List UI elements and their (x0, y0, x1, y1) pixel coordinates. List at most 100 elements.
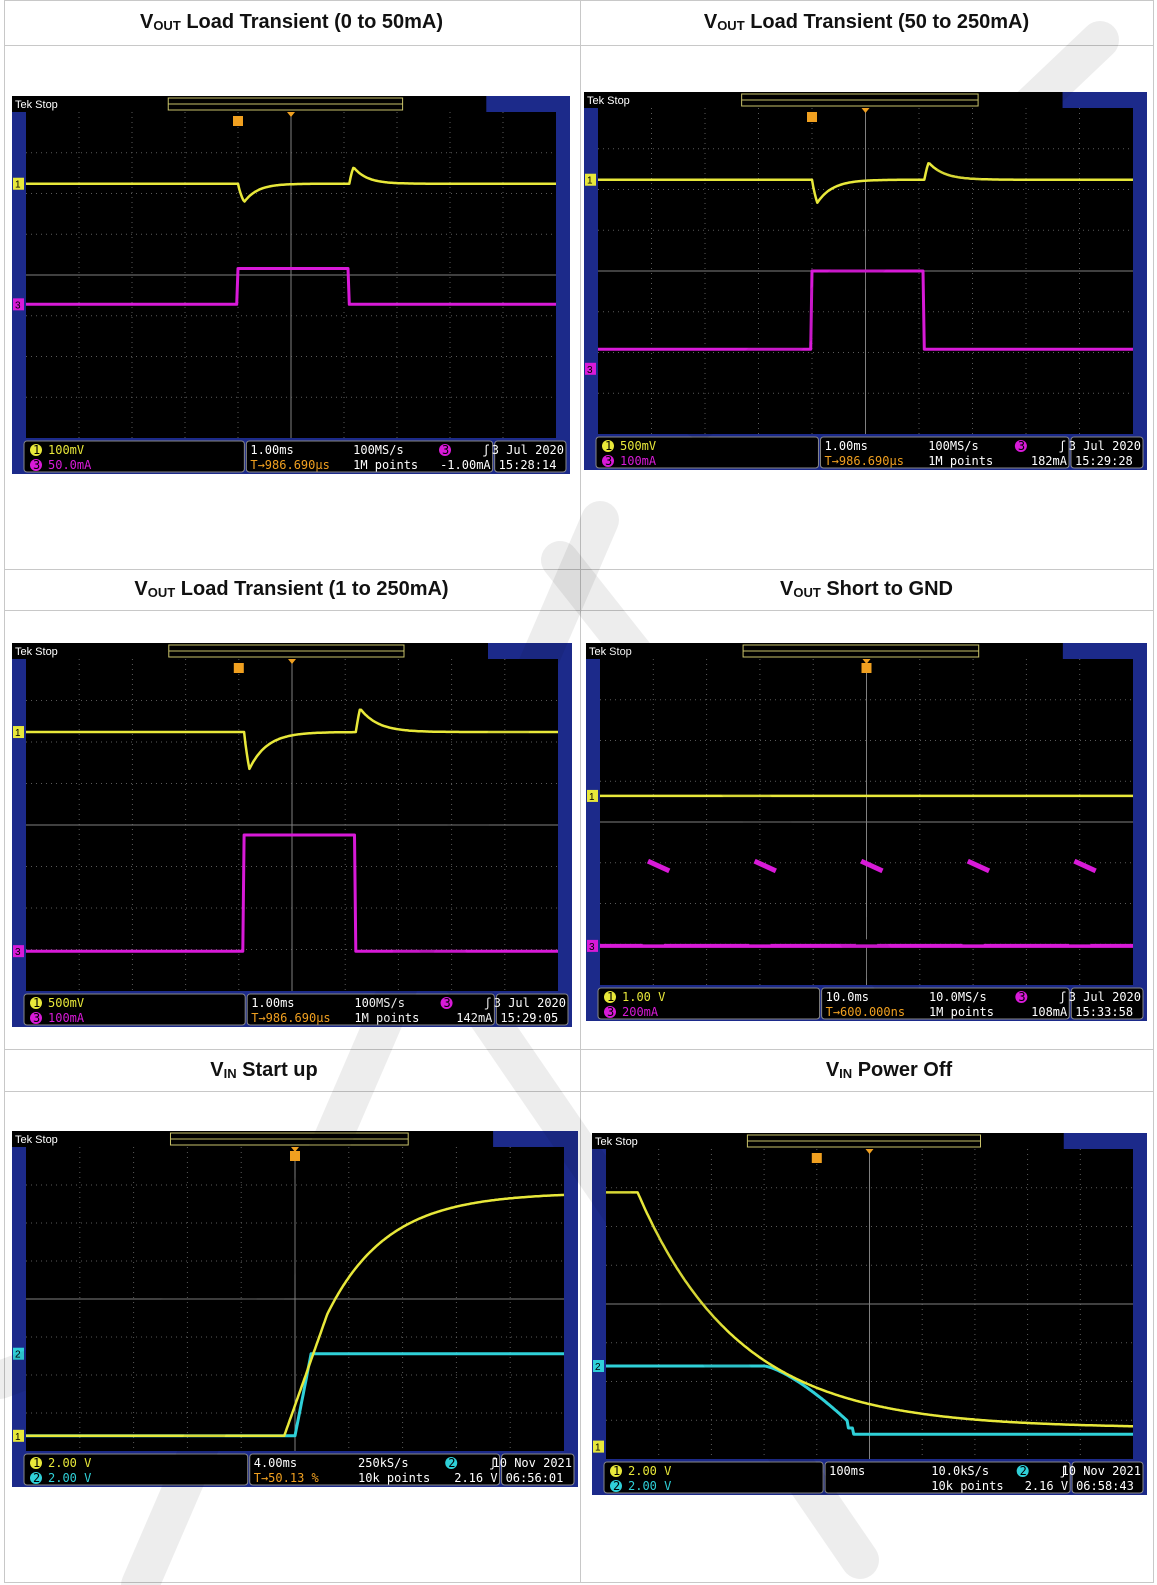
figure-grid (4, 0, 1154, 1583)
trigger-slope: ʃ (482, 443, 489, 457)
ch1-trace (598, 162, 1133, 204)
ch2-badge: 3 (33, 1011, 40, 1025)
scope-date: 3 Jul 2020 (492, 443, 564, 457)
scope-date: 10 Nov 2021 (493, 1456, 572, 1470)
ch2-badge: 2 (613, 1479, 620, 1493)
scope-screenshot-6: Tek Stop 1 2 1 2.00 V 2 2.00 V 100ms 10.0kS/s 10k… (592, 1133, 1147, 1495)
scope-time: 06:58:43 (1076, 1479, 1134, 1493)
svg-text:2: 2 (15, 1350, 21, 1361)
svg-text:1: 1 (15, 728, 21, 739)
ch1-badge: 1 (613, 1464, 620, 1478)
record-length: 1M points (929, 1005, 994, 1019)
trigger-slope: ʃ (1059, 439, 1066, 453)
ch2-scale: 100mA (48, 1011, 85, 1025)
scope-time: 15:29:28 (1075, 454, 1133, 468)
ch1-badge: 1 (33, 996, 40, 1010)
trigger-delay: T→986.690µs (250, 458, 329, 472)
record-length: 1M points (928, 454, 993, 468)
trigger-slope: ʃ (1059, 990, 1066, 1004)
trigger-channel: 3 (442, 443, 449, 457)
ch2-trace (25, 267, 557, 306)
sample-rate: 10.0MS/s (929, 990, 987, 1004)
ch1-scale: 500mV (620, 439, 656, 453)
scope-date: 3 Jul 2020 (1069, 990, 1141, 1004)
scope-screenshot-1: Tek Stop 1 3 1 100mV 3 50.0mA 1.00ms T→986.690µs… (12, 96, 570, 474)
ch1-trace (26, 166, 556, 203)
trigger-level: 2.16 V (1025, 1479, 1068, 1493)
timebase: 1.00ms (824, 439, 867, 453)
grid-divider (5, 1049, 1153, 1050)
grid-divider (5, 610, 1153, 611)
ch2-trace (605, 1364, 1134, 1436)
ch2-scale: 50.0mA (48, 458, 92, 472)
svg-text:3: 3 (15, 300, 21, 311)
figure-title-2: VOUT Load Transient (50 to 250mA) (703, 11, 1030, 33)
ch2-badge: 2 (33, 1471, 40, 1485)
sample-rate: 100MS/s (354, 996, 405, 1010)
grid-divider-vertical (580, 1, 581, 1582)
ch2-badge: 3 (605, 454, 612, 468)
ch2-trace (25, 833, 559, 953)
trigger-delay: T→50.13 % (254, 1471, 320, 1485)
ch2-scale: 200mA (622, 1005, 659, 1019)
scope-brand: Tek Stop (15, 1134, 58, 1146)
record-length: 1M points (354, 1011, 419, 1025)
figure-title-3: VOUT Load Transient (1 to 250mA) (134, 578, 449, 600)
trigger-channel: 3 (444, 996, 451, 1010)
ch2-scale: 100mA (620, 454, 657, 468)
svg-text:3: 3 (15, 947, 21, 958)
trigger-level: 142mA (456, 1011, 493, 1025)
scope-date: 10 Nov 2021 (1062, 1464, 1141, 1478)
figure-title-4: VOUT Short to GND (779, 578, 953, 600)
record-length: 10k points (931, 1479, 1003, 1493)
ch2-badge: 3 (607, 1005, 614, 1019)
ch1-trace (26, 708, 558, 771)
figure-title-5: VIN Start up (210, 1059, 318, 1081)
ch1-badge: 1 (605, 439, 612, 453)
scope-screenshot-4: Tek Stop 1 3 1 1.00 V 3 200mA 10.0ms T→600.000ns… (586, 643, 1147, 1021)
scope-time: 15:29:05 (500, 1011, 558, 1025)
ch1-scale: 2.00 V (628, 1464, 671, 1478)
trigger-delay: T→986.690µs (251, 1011, 330, 1025)
trigger-channel: 3 (1018, 990, 1025, 1004)
trigger-level: 182mA (1031, 454, 1068, 468)
trigger-delay: T→986.690µs (824, 454, 903, 468)
ch2-badge: 3 (33, 458, 40, 472)
figure-title-6: VIN Power Off (825, 1059, 953, 1081)
ch1-scale: 500mV (48, 996, 84, 1010)
svg-text:1: 1 (587, 176, 593, 187)
trigger-channel: 2 (448, 1456, 455, 1470)
scope-date: 3 Jul 2020 (1069, 439, 1141, 453)
timebase: 1.00ms (250, 443, 293, 457)
ch1-badge: 1 (33, 1456, 40, 1470)
scope-brand: Tek Stop (15, 646, 58, 658)
grid-divider (5, 45, 1153, 46)
ch1-trace (26, 1193, 565, 1438)
scope-brand: Tek Stop (587, 95, 630, 107)
trigger-slope: ʃ (484, 996, 491, 1010)
timebase: 4.00ms (254, 1456, 297, 1470)
trigger-level: 108mA (1031, 1005, 1068, 1019)
figure-title-1: VOUT Load Transient (0 to 50mA) (139, 11, 444, 33)
ch1-scale: 100mV (48, 443, 84, 457)
timebase: 100ms (829, 1464, 865, 1478)
timebase: 1.00ms (251, 996, 294, 1010)
sample-rate: 100MS/s (928, 439, 979, 453)
scope-screenshot-2: Tek Stop 1 3 1 500mV 3 100mA 1.00ms T→986.690µs 1… (584, 92, 1147, 470)
ch1-trace (606, 1191, 1133, 1428)
sample-rate: 10.0kS/s (931, 1464, 989, 1478)
scope-screenshot-3: Tek Stop 1 3 1 500mV 3 100mA 1.00ms T→986.690µs 1… (12, 643, 572, 1027)
svg-text:3: 3 (589, 942, 595, 953)
ch2-trace (600, 858, 1133, 948)
trigger-slope: ʃ (489, 1456, 496, 1470)
scope-date: 3 Jul 2020 (494, 996, 566, 1010)
svg-text:2: 2 (595, 1362, 601, 1373)
svg-text:1: 1 (15, 1432, 21, 1443)
scope-time: 06:56:01 (506, 1471, 564, 1485)
trigger-delay: T→600.000ns (826, 1005, 905, 1019)
ch1-badge: 1 (607, 990, 614, 1004)
